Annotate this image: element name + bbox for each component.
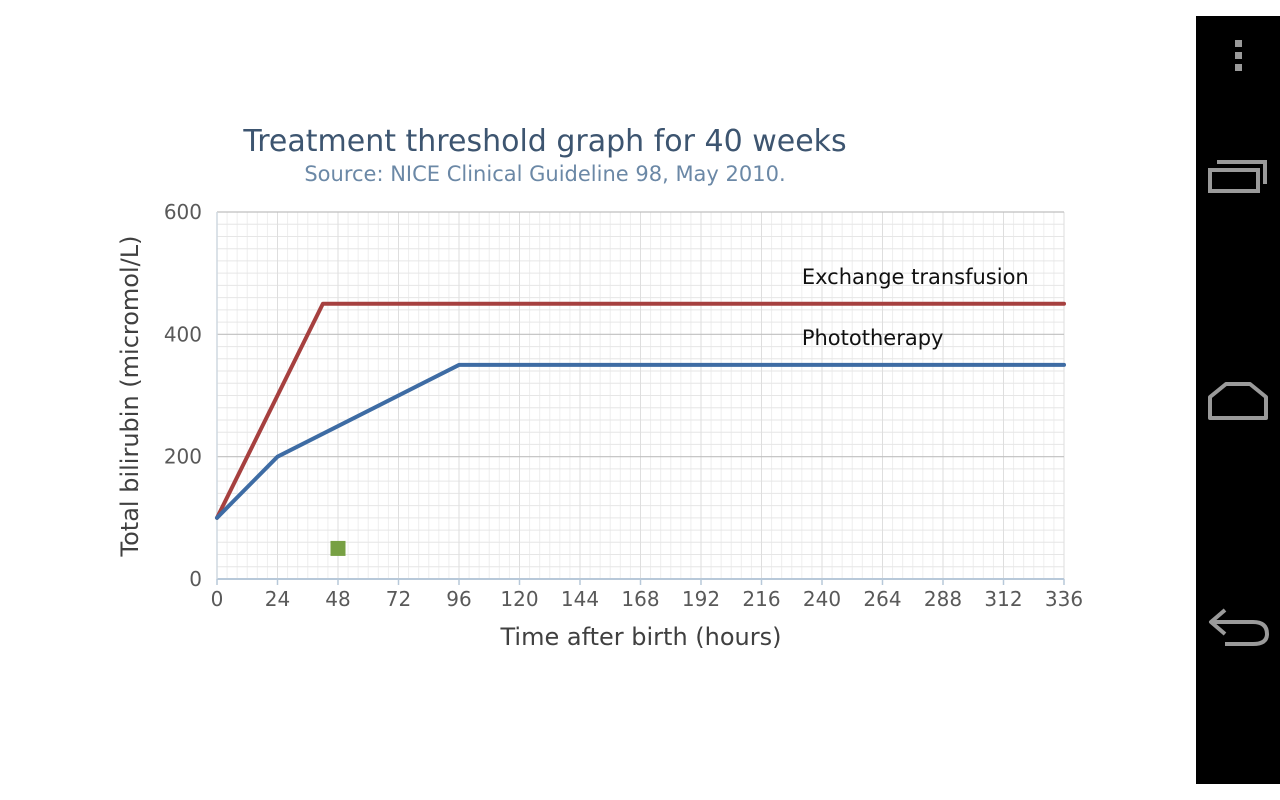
home-button[interactable] [1196, 371, 1280, 431]
x-tick-label: 168 [621, 587, 659, 611]
x-tick-label: 120 [500, 587, 538, 611]
y-tick-label: 400 [164, 322, 202, 346]
y-axis-label: Total bilirubin (micromol/L) [116, 236, 144, 558]
recent-apps-button[interactable] [1196, 146, 1280, 206]
y-tick-label: 200 [164, 445, 202, 469]
y-tick-label: 600 [164, 200, 202, 224]
back-button[interactable] [1196, 596, 1280, 656]
x-tick-label: 48 [325, 587, 350, 611]
x-tick-label: 336 [1045, 587, 1083, 611]
x-tick-label: 240 [803, 587, 841, 611]
data-point-marker [330, 540, 346, 556]
x-tick-label: 264 [863, 587, 901, 611]
x-tick-label: 216 [742, 587, 780, 611]
x-axis-label: Time after birth (hours) [500, 623, 782, 651]
x-tick-label: 96 [446, 587, 471, 611]
back-icon [1209, 608, 1270, 646]
axes: 0 24 48 72 96 120 144 168 192 216 240 264 288 312 336 0… [164, 200, 1083, 611]
series-labels: Exchange transfusion Phototherapy [802, 265, 1029, 350]
series-line-0 [215, 301, 1066, 520]
series-line-1 [215, 362, 1066, 520]
x-tick-label: 72 [386, 587, 411, 611]
chart-area: Treatment threshold graph for 40 weeks S… [116, 124, 1083, 651]
x-tick-label: 312 [984, 587, 1022, 611]
series-label-1: Phototherapy [802, 326, 944, 350]
overflow-menu-icon [1235, 40, 1242, 71]
x-tick-label: 288 [924, 587, 962, 611]
chart-title: Treatment threshold graph for 40 weeks [242, 124, 846, 159]
x-tick-label: 24 [265, 587, 290, 611]
navigation-bar [1196, 16, 1280, 784]
series-lines [215, 301, 1066, 556]
overflow-menu-button[interactable] [1196, 36, 1280, 76]
x-tick-label: 192 [682, 587, 720, 611]
y-tick-label: 0 [189, 567, 202, 591]
recent-apps-icon [1208, 160, 1267, 193]
x-tick-label: 144 [561, 587, 599, 611]
grid-lines [217, 211, 1065, 579]
x-tick-label: 0 [211, 587, 224, 611]
home-icon [1208, 382, 1268, 420]
threshold-chart: Treatment threshold graph for 40 weeks S… [116, 124, 1083, 651]
chart-subtitle: Source: NICE Clinical Guideline 98, May … [304, 162, 785, 186]
series-label-0: Exchange transfusion [802, 265, 1029, 289]
